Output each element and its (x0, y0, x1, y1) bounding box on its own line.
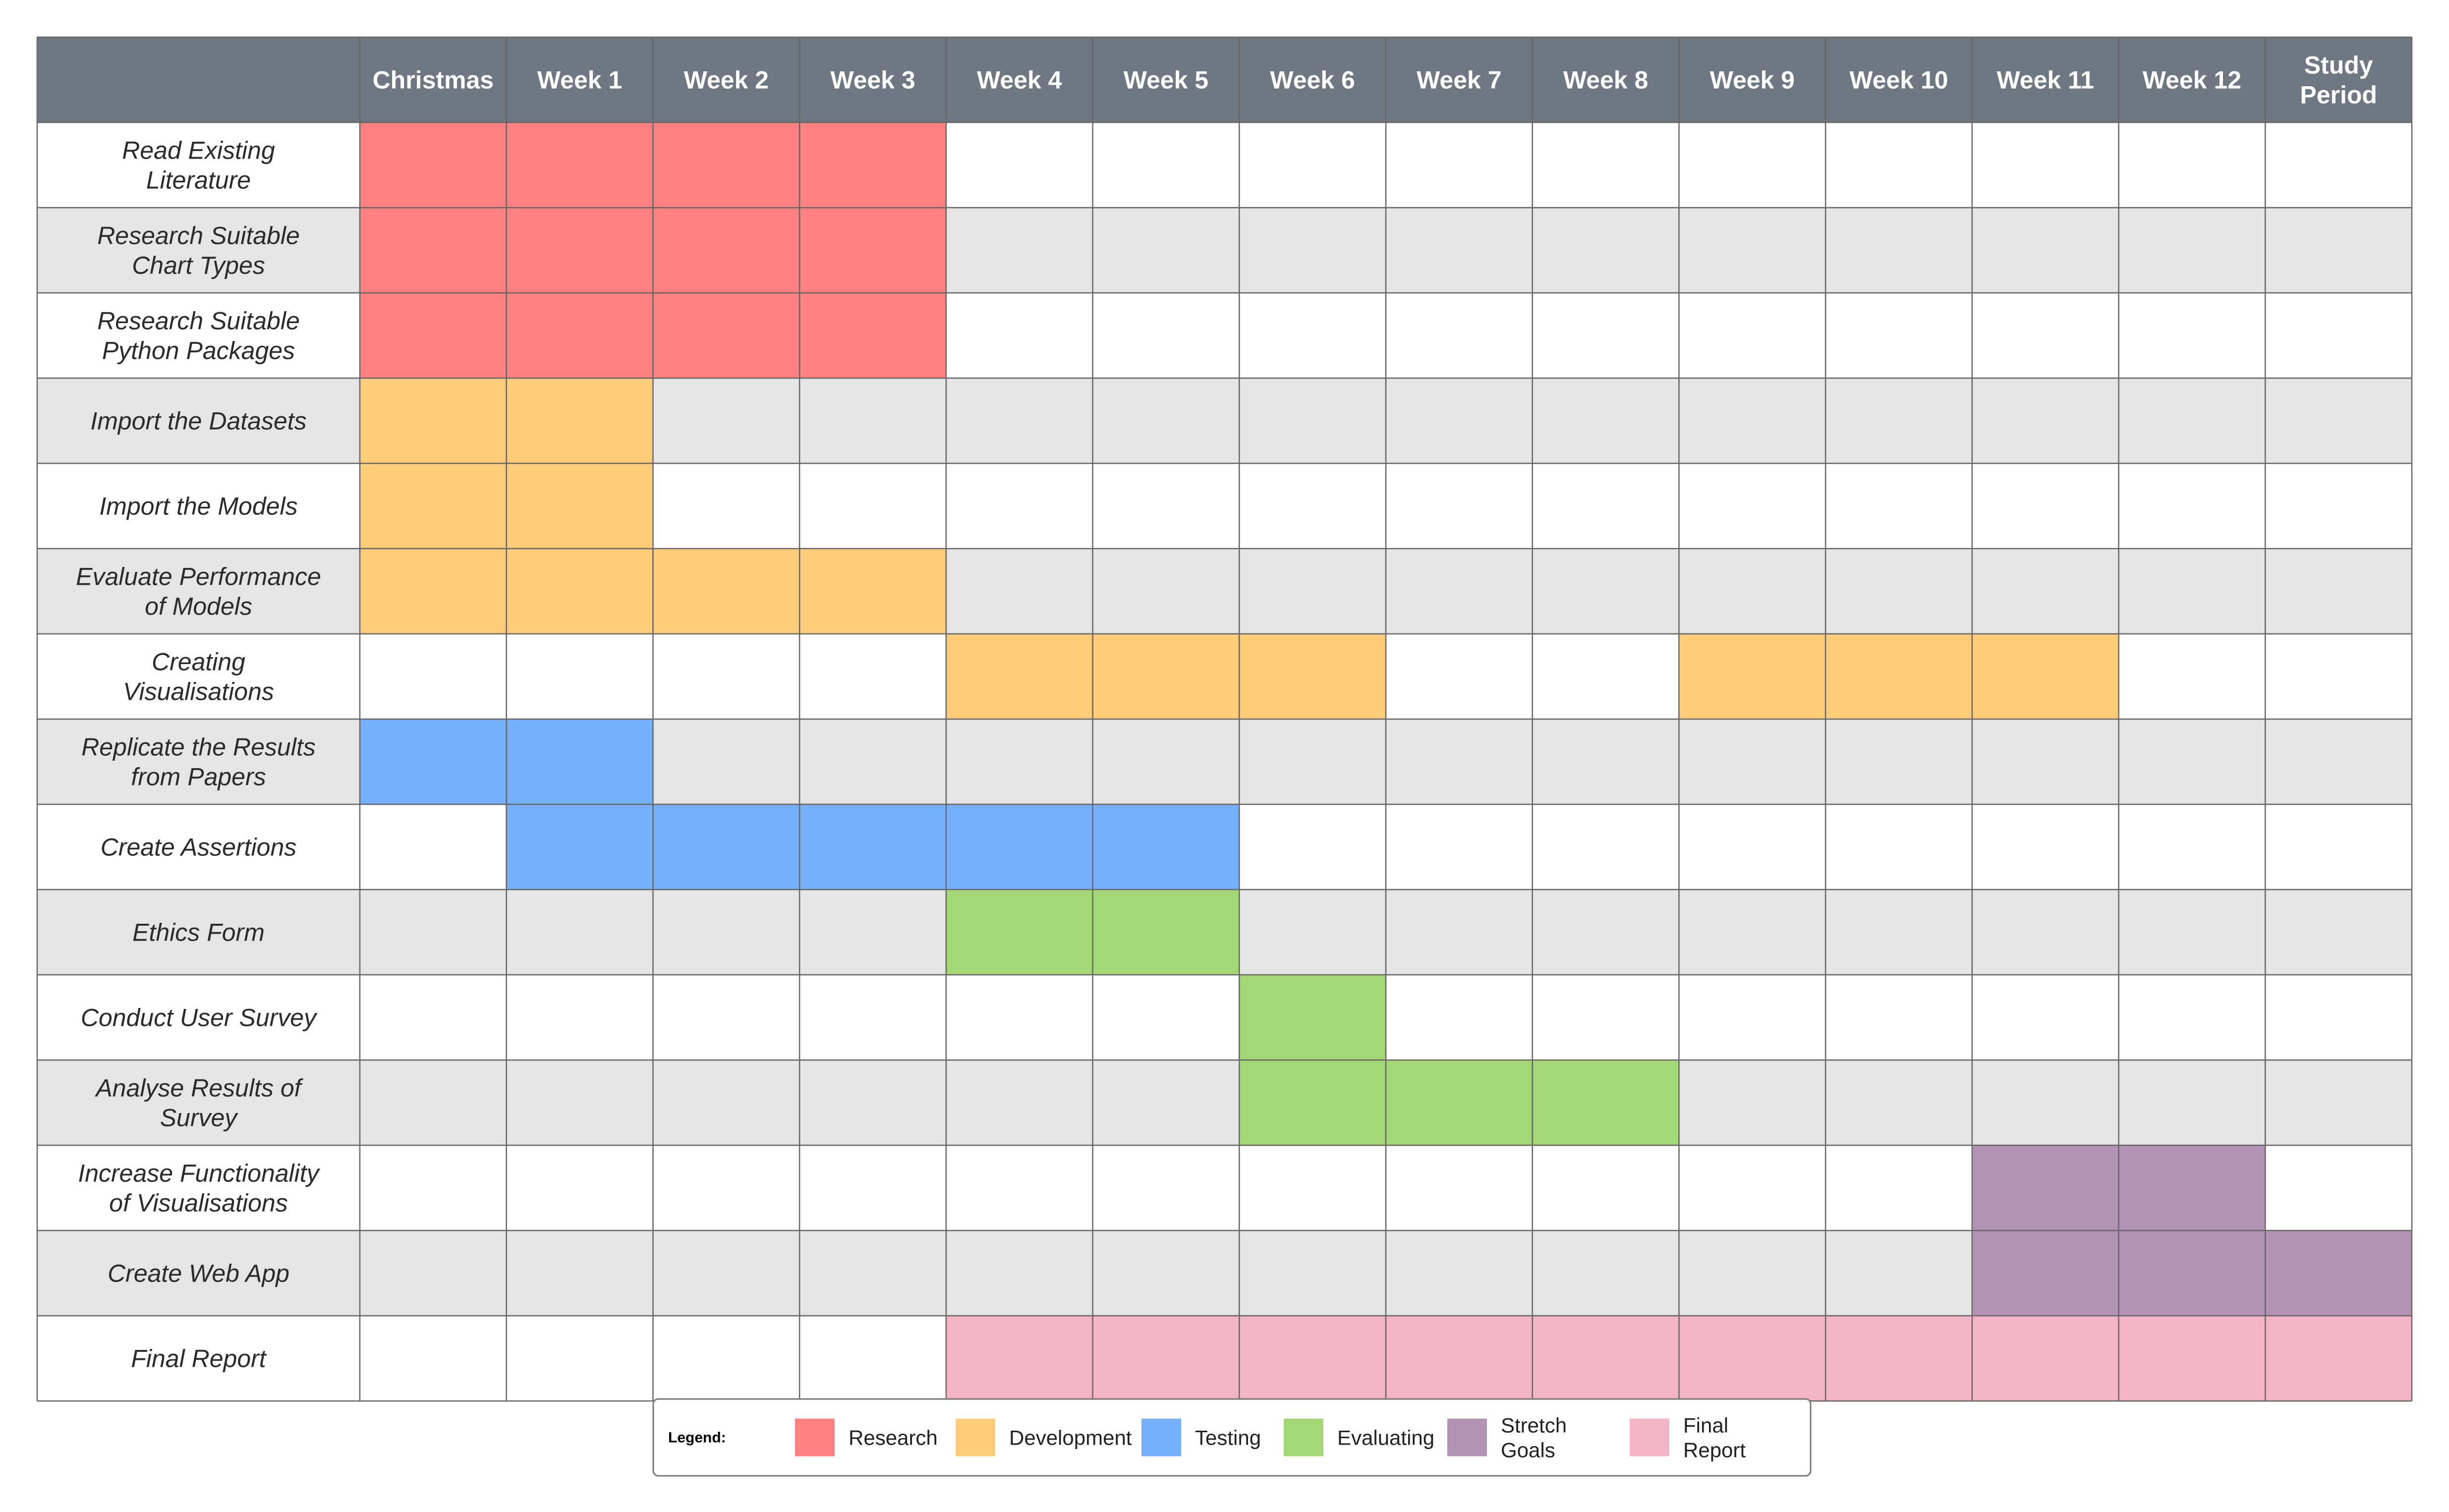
legend-swatch-development (956, 1418, 995, 1456)
column-header-week-8: Week 8 (1563, 66, 1648, 94)
task-label-create-assertions: Create Assertions (101, 834, 297, 861)
legend-box (652, 1398, 1812, 1477)
row-background-conduct-user-survey (37, 975, 2412, 1060)
legend-title: Legend: (668, 1430, 726, 1446)
task-label-import-the-datasets: Import the Datasets (90, 407, 306, 435)
task-label-final-report: Final Report (131, 1345, 267, 1373)
task-label-import-the-models: Import the Models (99, 493, 297, 520)
legend-label-final-report: Final Report (1683, 1414, 1746, 1462)
legend-swatch-research (795, 1418, 835, 1456)
column-header-week-10: Week 10 (1849, 66, 1948, 94)
task-label-create-web-app: Create Web App (108, 1260, 289, 1288)
column-header-week-2: Week 2 (684, 66, 769, 94)
task-label-read-existing-literature: Read Existing Literature (122, 137, 275, 194)
column-header-week-12: Week 12 (2143, 66, 2241, 94)
bar-analyse-results-of-survey-1 (1239, 1060, 1679, 1145)
legend-label-research: Research (849, 1426, 938, 1450)
task-label-conduct-user-survey: Conduct User Survey (81, 1004, 318, 1032)
bar-creating-visualisations-2 (1679, 634, 2119, 719)
legend-label-development: Development (1009, 1426, 1132, 1450)
task-label-research-suitable-chart-types: Research Suitable Chart Types (97, 222, 300, 280)
column-header-week-9: Week 9 (1710, 66, 1795, 94)
column-header-week-5: Week 5 (1124, 66, 1208, 94)
task-label-replicate-the-results-from-papers: Replicate the Results from Papers (81, 733, 315, 791)
task-label-research-suitable-python-packages: Research Suitable Python Packages (97, 307, 300, 365)
legend-swatch-stretch-goals (1447, 1418, 1487, 1456)
task-label-evaluate-performance-of-models: Evaluate Performance of Models (76, 563, 321, 620)
bar-conduct-user-survey-1 (1239, 975, 1386, 1060)
column-header-week-7: Week 7 (1417, 66, 1501, 94)
row-background-analyse-results-of-survey (37, 1060, 2412, 1145)
bar-create-assertions-1 (506, 804, 1240, 890)
task-label-creating-visualisations: Creating Visualisations (123, 648, 274, 706)
legend-label-testing: Testing (1195, 1426, 1261, 1450)
bar-creating-visualisations-1 (946, 634, 1386, 719)
bar-create-web-app-1 (1972, 1231, 2412, 1316)
legend-swatch-final-report (1630, 1418, 1669, 1456)
column-header-christmas: Christmas (373, 66, 494, 94)
task-label-ethics-form: Ethics Form (132, 919, 265, 947)
column-header-study-period: Study Period (2300, 52, 2377, 109)
column-header-week-1: Week 1 (537, 66, 622, 94)
column-header-week-6: Week 6 (1270, 66, 1355, 94)
task-label-analyse-results-of-survey: Analyse Results of Survey (94, 1074, 303, 1132)
column-header-week-11: Week 11 (1996, 66, 2094, 94)
legend-label-stretch-goals: Stretch Goals (1501, 1414, 1567, 1462)
legend-swatch-evaluating (1284, 1418, 1323, 1456)
task-label-increase-functionality-of-visualisations: Increase Functionality of Visualisations (78, 1160, 320, 1217)
column-header-week-4: Week 4 (977, 66, 1062, 94)
header-row (37, 37, 2412, 122)
column-header-week-3: Week 3 (830, 66, 915, 94)
legend-label-evaluating: Evaluating (1337, 1426, 1434, 1450)
legend-swatch-testing (1141, 1418, 1181, 1456)
